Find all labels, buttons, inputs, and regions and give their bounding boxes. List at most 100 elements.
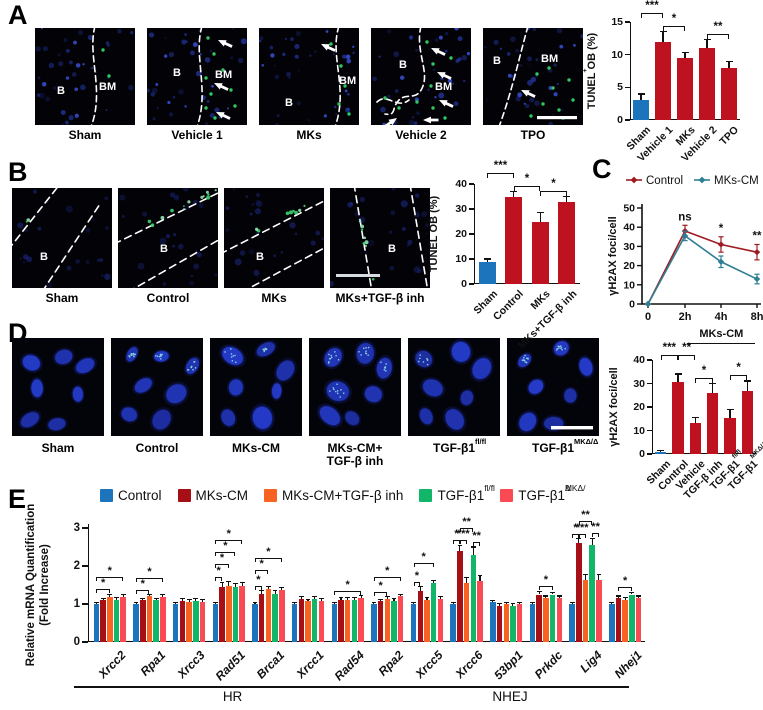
cell-speck bbox=[294, 43, 300, 50]
cell-speck bbox=[296, 101, 301, 106]
bar bbox=[384, 598, 391, 642]
bar bbox=[477, 581, 483, 642]
cell-speck bbox=[255, 192, 261, 198]
error-bar-cap bbox=[576, 538, 582, 540]
ellipse bbox=[121, 407, 137, 422]
bar bbox=[93, 604, 100, 642]
error-bar-cap bbox=[226, 580, 232, 582]
gamma-h2ax-focus bbox=[160, 358, 162, 360]
gamma-h2ax-focus bbox=[383, 369, 386, 371]
gene-label: 53bp1 bbox=[490, 648, 526, 683]
microscopy-svg: B BM bbox=[259, 28, 359, 125]
cell-speck bbox=[184, 33, 187, 36]
nucleus bbox=[273, 357, 297, 384]
error-bar-cap bbox=[569, 601, 575, 603]
section-label: HR bbox=[222, 689, 243, 704]
y-tick-mark bbox=[647, 359, 652, 361]
ellipse bbox=[445, 409, 464, 430]
nucleus bbox=[124, 345, 140, 364]
bar bbox=[531, 221, 549, 284]
error-bar-whisker bbox=[340, 597, 342, 601]
panel-b-image-label: Sham bbox=[45, 291, 79, 305]
cell-speck bbox=[432, 68, 436, 71]
cell-speck bbox=[352, 51, 355, 55]
nucleus bbox=[45, 416, 68, 433]
tunel-positive-dot bbox=[206, 36, 210, 40]
error-bar-cap bbox=[173, 601, 179, 604]
gene-label: Rad51 bbox=[212, 648, 248, 684]
sig-stars: * bbox=[524, 172, 530, 185]
gene-label: Xrcc6 bbox=[452, 648, 486, 682]
nucleus bbox=[354, 339, 377, 367]
gamma-h2ax-focus bbox=[523, 356, 525, 359]
cell-speck bbox=[181, 39, 187, 45]
legend-label: TGF-β1 MKΔ/Δ bbox=[518, 483, 586, 503]
y-tick-label: 10 bbox=[633, 424, 645, 437]
image-background bbox=[12, 188, 112, 288]
tunel-positive-dot bbox=[449, 56, 453, 60]
y-tick-mark bbox=[82, 603, 88, 605]
legend-swatch bbox=[419, 489, 433, 502]
legend-item: TGF-β1 MKΔ/Δ bbox=[500, 483, 586, 503]
error-bar-cap bbox=[637, 93, 645, 95]
gamma-h2ax-focus bbox=[337, 358, 340, 361]
gene-label: Rpa2 bbox=[375, 648, 407, 679]
cell-speck bbox=[519, 64, 523, 67]
panel-b-microscopy-image: B bbox=[224, 188, 324, 288]
tunel-positive-dot bbox=[541, 102, 545, 106]
y-axis-title: γH2AX foci/cell bbox=[608, 367, 620, 447]
bar bbox=[160, 596, 166, 642]
panel-b-microscopy-image: B bbox=[118, 188, 218, 288]
cell-speck bbox=[225, 228, 230, 232]
gamma-h2ax-focus bbox=[558, 345, 561, 348]
cell-speck bbox=[493, 39, 499, 45]
error-bar-cap bbox=[583, 574, 588, 576]
gamma-h2ax-focus bbox=[328, 357, 331, 360]
gamma-h2ax-focus bbox=[161, 353, 163, 356]
cell-speck bbox=[142, 211, 148, 217]
y-tick-label: 5 bbox=[617, 81, 623, 94]
error-bar-cap bbox=[497, 603, 502, 605]
error-bar-cap bbox=[563, 195, 571, 198]
cell-speck bbox=[530, 76, 537, 83]
legend-swatch bbox=[500, 489, 514, 502]
gamma-h2ax-focus bbox=[129, 356, 131, 358]
cell-speck bbox=[333, 105, 337, 109]
tunel-positive-dot bbox=[383, 96, 387, 100]
nucleus bbox=[29, 376, 45, 400]
error-bar-cap bbox=[331, 601, 337, 604]
error-bar-cap bbox=[477, 574, 483, 577]
tunel-positive-dot bbox=[187, 200, 191, 204]
x-tick-label: 0 bbox=[645, 311, 651, 323]
bar bbox=[596, 580, 602, 642]
sig-stars: ** bbox=[591, 521, 600, 534]
plot-frame bbox=[652, 360, 756, 454]
bar bbox=[655, 41, 671, 120]
bar bbox=[186, 602, 192, 642]
y-axis-title: TUNEL + OB (%) bbox=[582, 32, 598, 110]
error-bar-cap bbox=[305, 598, 311, 600]
sig-bracket bbox=[96, 577, 124, 582]
sig-bracket bbox=[730, 375, 748, 381]
ellipse bbox=[460, 390, 474, 406]
sig-bracket bbox=[254, 557, 282, 562]
cell-speck bbox=[365, 251, 368, 254]
cell-speck bbox=[486, 99, 488, 102]
ellipse bbox=[319, 406, 340, 426]
sig-annotation: * bbox=[719, 223, 724, 235]
error-bar-cap bbox=[536, 212, 544, 214]
error-bar-whisker bbox=[228, 581, 230, 586]
error-bar-whisker bbox=[617, 596, 620, 599]
bar bbox=[558, 201, 576, 284]
cell-speck bbox=[42, 46, 48, 52]
sig-stars: * bbox=[140, 577, 145, 590]
tunel-positive-dot bbox=[431, 62, 435, 66]
error-bar-cap bbox=[252, 601, 258, 603]
arrow-icon bbox=[437, 72, 452, 80]
cell-speck bbox=[66, 265, 72, 271]
ellipse bbox=[564, 388, 577, 403]
gamma-h2ax-focus bbox=[336, 390, 339, 392]
series-line bbox=[647, 234, 758, 305]
cell-speck bbox=[466, 51, 471, 56]
cell-speck bbox=[96, 258, 100, 262]
